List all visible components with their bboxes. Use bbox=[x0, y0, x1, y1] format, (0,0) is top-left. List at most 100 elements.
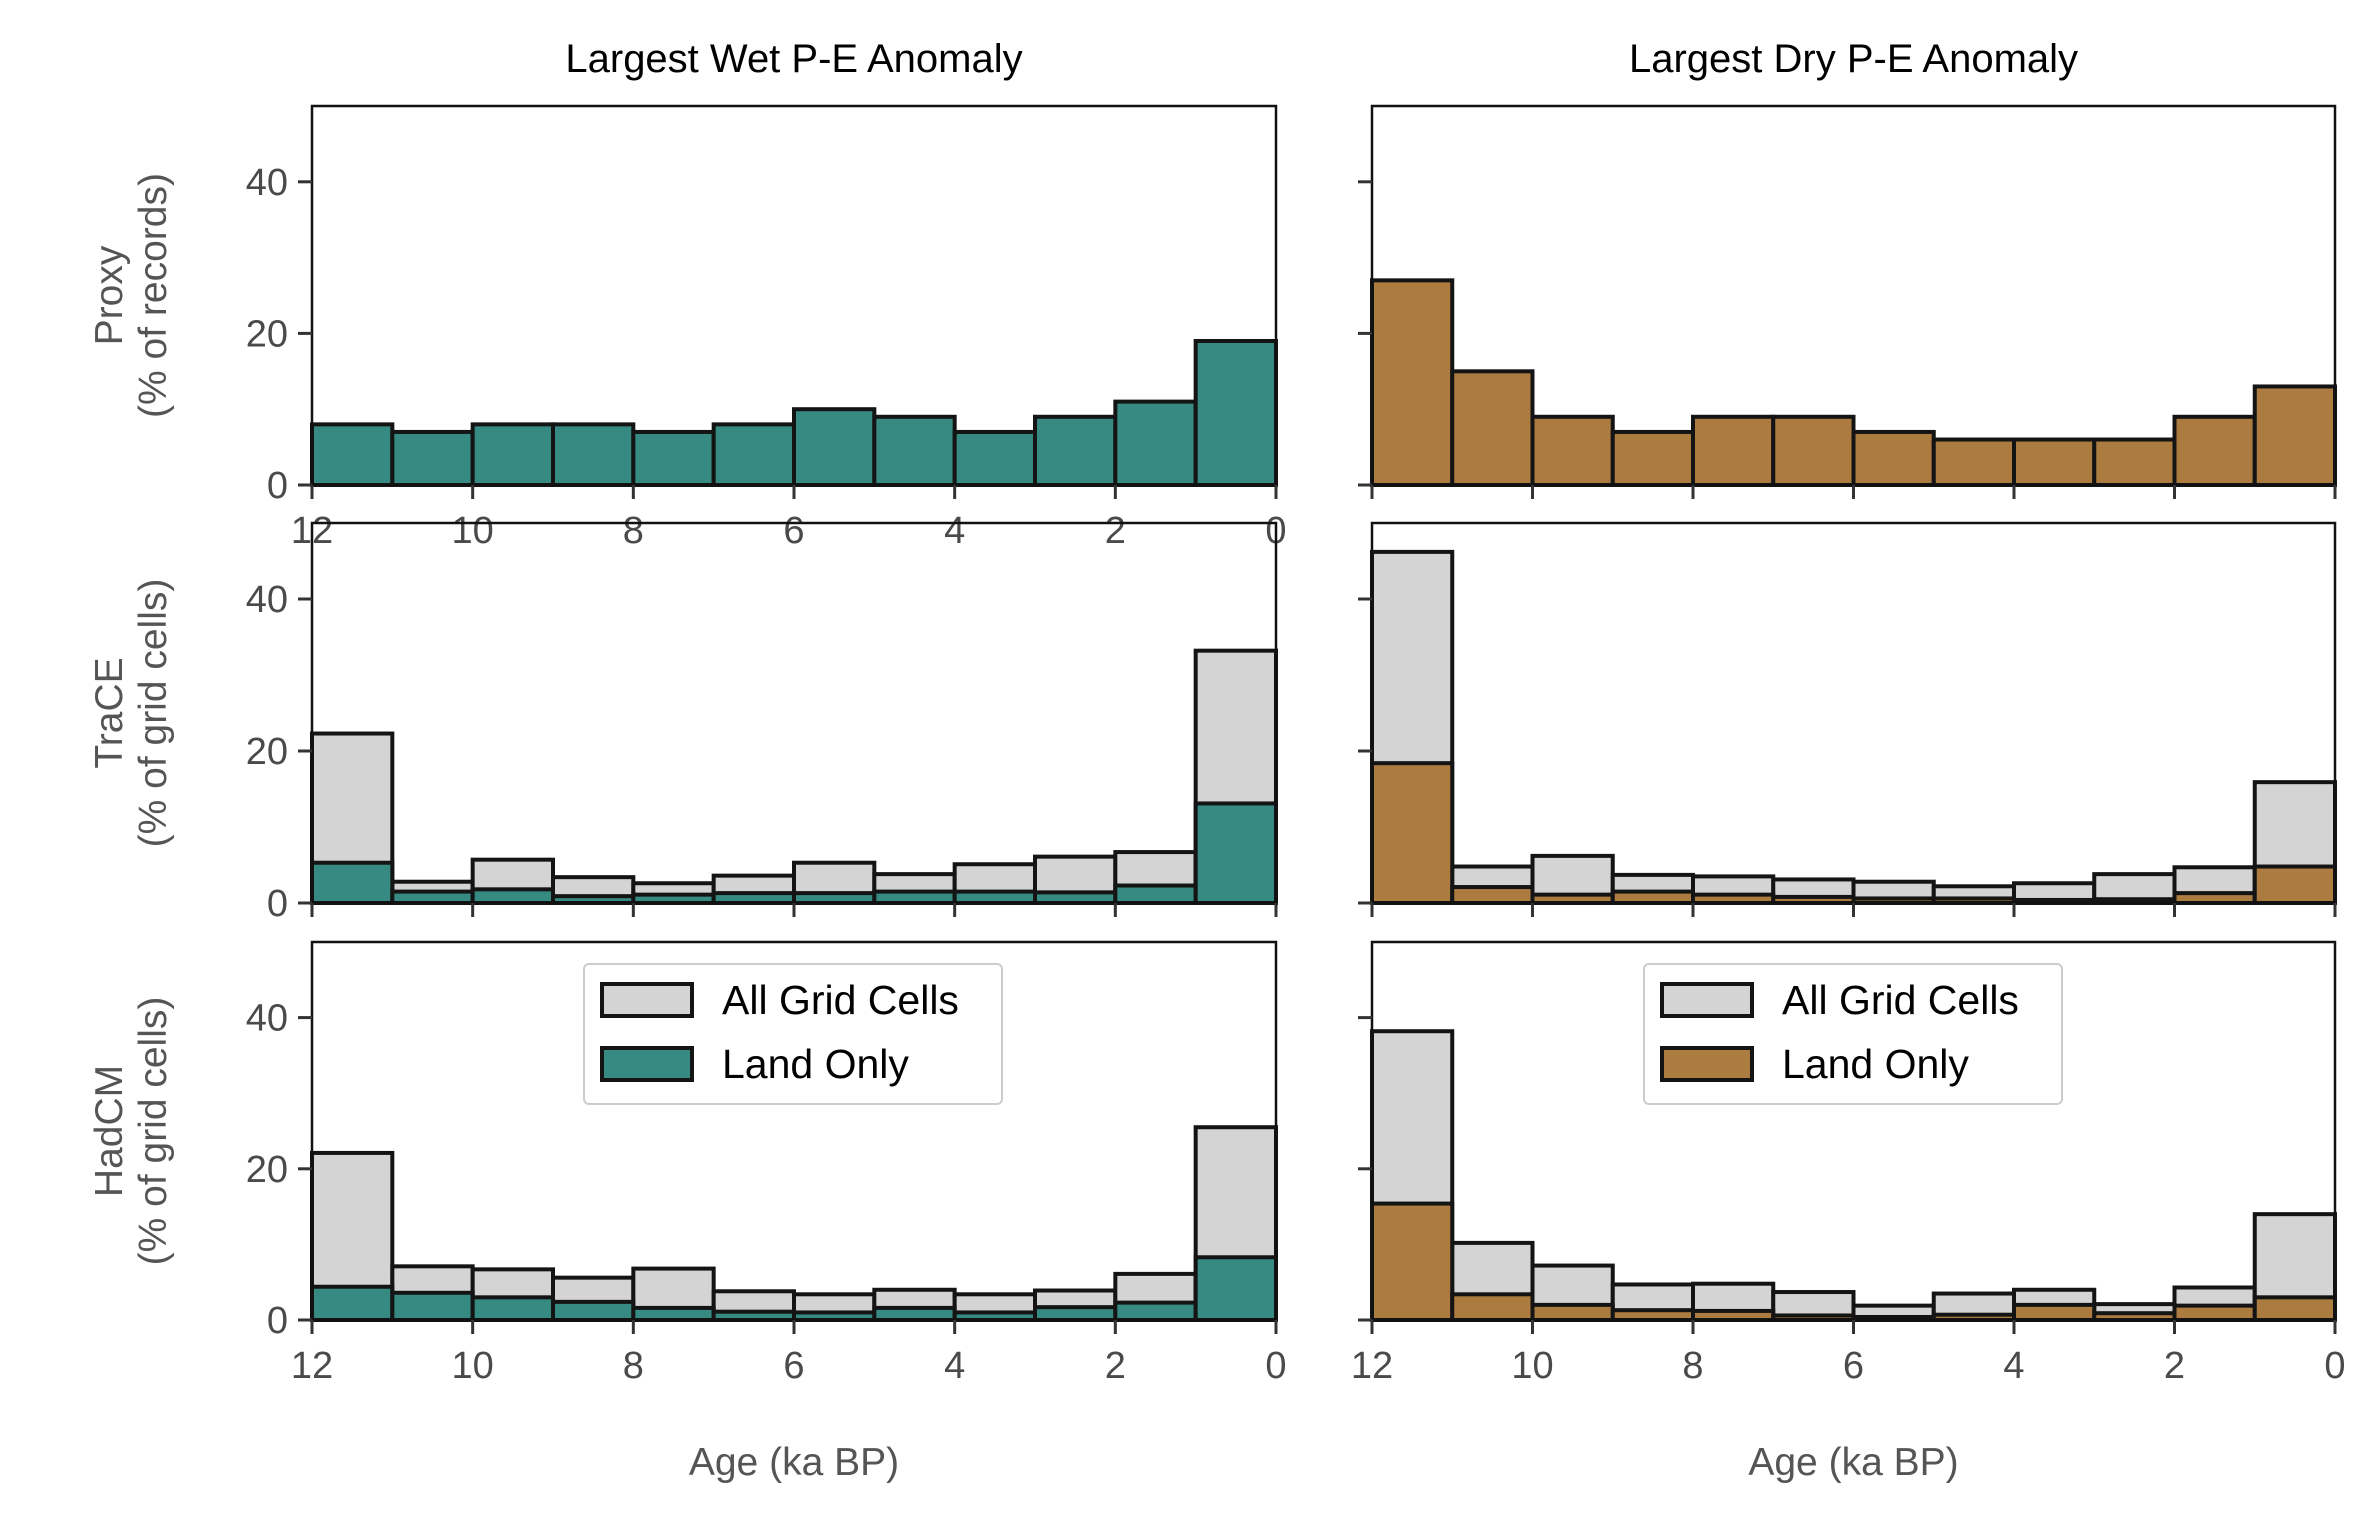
bar-land-only bbox=[2172, 414, 2257, 487]
bar-land-only bbox=[2172, 1303, 2257, 1322]
x-tick-label: 12 bbox=[1351, 1345, 1393, 1387]
axes-frame bbox=[310, 521, 1278, 905]
y-tick-label: 40 bbox=[246, 998, 288, 1040]
y-tick-label: 0 bbox=[267, 883, 288, 925]
bar-land-only bbox=[792, 891, 877, 905]
legend-label-land: Land Only bbox=[722, 1041, 909, 1087]
bar-land-only bbox=[2172, 891, 2257, 905]
y-axis-label: (% of records) bbox=[132, 173, 175, 418]
bar-land-only bbox=[2252, 384, 2337, 487]
bar-land-only bbox=[1193, 1255, 1278, 1322]
y-tick-label: 0 bbox=[267, 465, 288, 507]
bar-land-only bbox=[310, 1284, 395, 1322]
bar-land-only bbox=[1530, 1302, 1615, 1323]
bar-land-only bbox=[2252, 1295, 2337, 1322]
row-title: TraCE bbox=[88, 657, 131, 768]
x-tick-label: 2 bbox=[1105, 510, 1126, 552]
bar-land-only bbox=[551, 1299, 636, 1322]
row-title: HadCM bbox=[88, 1065, 131, 1197]
y-tick-label: 40 bbox=[246, 579, 288, 621]
bar-land-only bbox=[1113, 883, 1198, 906]
bar-land-only bbox=[470, 1295, 555, 1322]
bar-land-only bbox=[631, 892, 716, 906]
bar-land-only bbox=[1771, 414, 1856, 487]
x-tick-label: 6 bbox=[783, 510, 804, 552]
bar-land-only bbox=[1033, 414, 1118, 487]
x-tick-label: 6 bbox=[783, 1345, 804, 1387]
bar-land-only bbox=[1193, 801, 1278, 905]
x-tick-label: 12 bbox=[291, 1345, 333, 1387]
y-tick-label: 20 bbox=[246, 313, 288, 355]
bar-land-only bbox=[1450, 1292, 1535, 1323]
legend-swatch-all bbox=[1660, 982, 1754, 1018]
bar-land-only bbox=[390, 889, 475, 905]
bar-land-only bbox=[952, 889, 1038, 905]
legend-label-all: All Grid Cells bbox=[722, 977, 959, 1023]
bar-land-only bbox=[1450, 369, 1535, 487]
bar-land-only bbox=[872, 414, 957, 487]
y-tick-label: 20 bbox=[246, 731, 288, 773]
legend: All Grid Cells Land Only bbox=[1643, 963, 2063, 1105]
x-axis-label: Age (ka BP) bbox=[1748, 1441, 1958, 1484]
x-tick-label: 2 bbox=[1105, 1345, 1126, 1387]
bar-land-only bbox=[1370, 278, 1455, 487]
y-tick-label: 40 bbox=[246, 162, 288, 204]
bar-land-only bbox=[1691, 1308, 1776, 1322]
x-tick-label: 4 bbox=[944, 1345, 965, 1387]
bar-land-only bbox=[1530, 892, 1615, 906]
bar-land-only bbox=[1851, 429, 1936, 488]
y-tick-label: 0 bbox=[267, 1300, 288, 1342]
x-tick-label: 4 bbox=[2003, 1345, 2024, 1387]
bar-land-only bbox=[2252, 864, 2337, 906]
bar-land-only bbox=[711, 891, 797, 905]
legend-label-land: Land Only bbox=[1782, 1041, 1969, 1087]
bar-land-only bbox=[1530, 414, 1615, 487]
bar-land-only bbox=[1931, 437, 2016, 487]
row-title: Proxy bbox=[88, 245, 131, 345]
bar-land-only bbox=[2012, 437, 2097, 487]
legend-swatch-land bbox=[1660, 1046, 1754, 1082]
bar-land-only bbox=[470, 887, 555, 906]
panel-3: 0 20 40 TraCE (% of grid cells) bbox=[88, 521, 1278, 925]
bar-land-only bbox=[1033, 890, 1118, 905]
bar-land-only bbox=[631, 1305, 716, 1323]
bar-land-only bbox=[1450, 885, 1535, 905]
column-title: Largest Dry P-E Anomaly bbox=[1629, 37, 2078, 81]
y-axis-label: (% of grid cells) bbox=[132, 579, 175, 848]
panel-6: 12 10 8 6 4 2 0 Age (ka BP) All Grid Cells Land O… bbox=[1351, 940, 2346, 1484]
x-tick-label: 10 bbox=[1511, 1345, 1553, 1387]
x-tick-label: 8 bbox=[623, 1345, 644, 1387]
bar-land-only bbox=[872, 889, 957, 905]
x-tick-label: 4 bbox=[944, 510, 965, 552]
bar-land-only bbox=[792, 407, 877, 488]
bar-land-only bbox=[872, 1305, 957, 1323]
y-tick-label: 20 bbox=[246, 1149, 288, 1191]
bar-land-only bbox=[1691, 892, 1776, 906]
legend-swatch-land bbox=[600, 1046, 694, 1082]
x-tick-label: 0 bbox=[1265, 1345, 1286, 1387]
bar-land-only bbox=[1033, 1305, 1118, 1322]
bar-land-only bbox=[551, 422, 636, 487]
bar-land-only bbox=[2012, 1302, 2097, 1323]
bar-land-only bbox=[390, 429, 475, 488]
bar-land-only bbox=[1113, 399, 1198, 487]
bar-land-only bbox=[631, 429, 716, 488]
x-tick-label: 10 bbox=[452, 510, 494, 552]
x-tick-label: 6 bbox=[1843, 1345, 1864, 1387]
x-tick-label: 0 bbox=[2324, 1345, 2345, 1387]
bar-land-only bbox=[711, 422, 797, 487]
x-tick-label: 2 bbox=[2164, 1345, 2185, 1387]
bar-land-only bbox=[310, 422, 395, 487]
bar-land-only bbox=[1370, 761, 1455, 905]
x-axis-label: Age (ka BP) bbox=[689, 1441, 899, 1484]
x-tick-label: 8 bbox=[623, 510, 644, 552]
bar-land-only bbox=[952, 429, 1038, 488]
bar-land-only bbox=[1610, 1308, 1695, 1322]
axes-frame bbox=[1370, 521, 2337, 905]
x-tick-label: 8 bbox=[1682, 1345, 1703, 1387]
x-tick-label: 10 bbox=[452, 1345, 494, 1387]
legend-label-all: All Grid Cells bbox=[1782, 977, 2019, 1023]
